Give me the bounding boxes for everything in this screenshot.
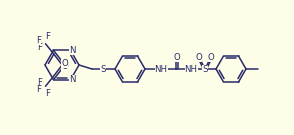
Text: F: F — [36, 36, 41, 45]
Text: F: F — [37, 43, 42, 52]
Text: N: N — [69, 75, 75, 84]
Text: N: N — [69, 46, 75, 55]
Text: O: O — [196, 53, 202, 62]
Text: O: O — [208, 53, 214, 62]
Text: S: S — [202, 65, 208, 73]
Text: NH: NH — [155, 65, 168, 73]
Text: O: O — [61, 59, 68, 68]
Text: O: O — [61, 62, 68, 71]
Text: NH: NH — [185, 65, 198, 73]
Text: F: F — [36, 85, 41, 94]
Text: F: F — [45, 32, 50, 41]
Text: F: F — [37, 78, 42, 87]
Text: F: F — [45, 89, 50, 98]
Text: S: S — [100, 65, 106, 73]
Text: O: O — [174, 53, 181, 62]
